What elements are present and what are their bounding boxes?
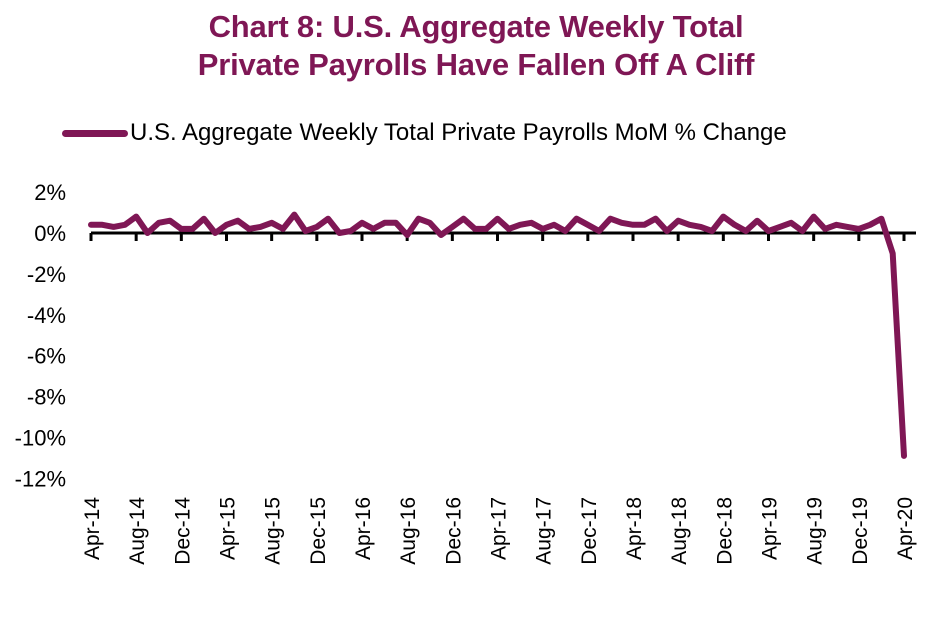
legend-line-swatch-icon [62, 129, 128, 137]
y-tick-label: -6% [27, 344, 66, 369]
x-tick-label: Apr-16 [352, 497, 375, 560]
chart-title-line-2: Private Payrolls Have Fallen Off A Cliff [197, 47, 755, 82]
x-tick-label: Apr-15 [217, 497, 240, 560]
x-tick-label: Apr-19 [759, 497, 782, 560]
chart-title: Chart 8: U.S. Aggregate Weekly Total Pri… [0, 8, 952, 84]
x-tick-label: Dec-16 [442, 497, 465, 565]
x-tick-label: Aug-14 [126, 497, 149, 565]
legend: U.S. Aggregate Weekly Total Private Payr… [62, 116, 787, 150]
y-tick-label: 0% [34, 221, 66, 246]
x-tick-label: Apr-18 [623, 497, 646, 560]
y-tick-label: -2% [27, 262, 66, 287]
legend-label: U.S. Aggregate Weekly Total Private Payr… [130, 119, 787, 146]
x-tick-label: Apr-14 [81, 497, 104, 560]
y-tick-label: -4% [27, 303, 66, 328]
x-tick-label: Aug-19 [804, 497, 827, 565]
y-tick-label: 2% [34, 180, 66, 205]
x-tick-label: Apr-17 [488, 497, 511, 560]
x-tick-label: Apr-20 [894, 497, 917, 560]
y-tick-label: -10% [15, 426, 66, 451]
x-tick-label: Dec-17 [578, 497, 601, 565]
x-tick-label: Dec-19 [849, 497, 872, 565]
x-tick-label: Dec-18 [713, 497, 736, 565]
series-line [88, 211, 907, 459]
x-tick-label: Aug-16 [397, 497, 420, 565]
chart-title-line-1: Chart 8: U.S. Aggregate Weekly Total [208, 9, 744, 44]
x-tick-label: Dec-14 [171, 497, 194, 565]
y-tick-label: -12% [15, 466, 66, 491]
x-tick-label: Dec-15 [307, 497, 330, 565]
x-tick-label: Aug-15 [262, 497, 285, 565]
x-tick-label: Aug-18 [668, 497, 691, 565]
x-tick-label: Aug-17 [533, 497, 556, 565]
y-tick-label: -8% [27, 385, 66, 410]
